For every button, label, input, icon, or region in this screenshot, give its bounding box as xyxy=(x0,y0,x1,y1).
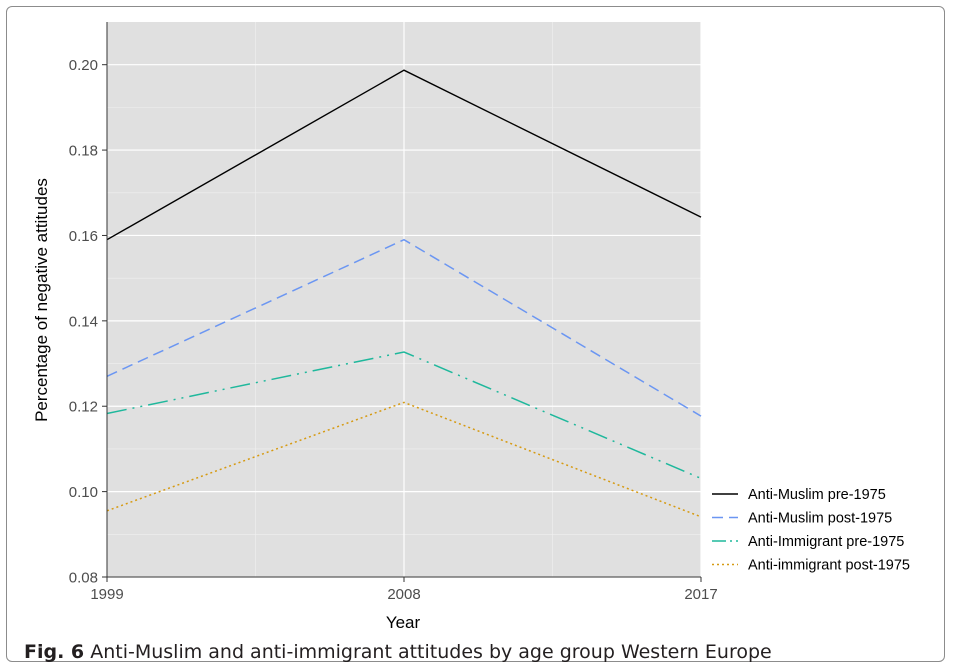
legend: Anti-Muslim pre-1975 Anti-Muslim post-197… xyxy=(712,487,910,574)
figure-frame xyxy=(6,6,945,662)
y-tick-label: 0.08 xyxy=(69,570,98,587)
y-tick-label: 0.10 xyxy=(69,484,98,501)
legend-label-2: Anti-Muslim post-1975 xyxy=(748,511,892,527)
caption-label: Fig. 6 xyxy=(24,641,85,663)
series-line-1 xyxy=(106,69,702,241)
y-tick-label: 0.18 xyxy=(69,143,98,160)
y-tick-label: 0.14 xyxy=(69,313,98,330)
caption-text: Anti-Muslim and anti-immigrant attitudes… xyxy=(90,641,772,663)
axes: 0.08 0.10 0.12 0.14 0.16 0.18 0.20 1999 2008 2017 xyxy=(69,22,718,603)
figure-caption: Fig. 6 Anti-Muslim and anti-immigrant at… xyxy=(24,641,772,663)
series-lines xyxy=(106,69,702,518)
x-tick-label: 2017 xyxy=(684,586,717,603)
series-line-3 xyxy=(106,351,702,480)
legend-label-1: Anti-Muslim pre-1975 xyxy=(748,487,886,503)
y-tick-label: 0.20 xyxy=(69,57,98,74)
legend-label-3: Anti-Immigrant pre-1975 xyxy=(748,534,904,550)
x-axis-label: Year xyxy=(386,613,421,632)
y-tick-label: 0.12 xyxy=(69,399,98,416)
x-tick-label: 1999 xyxy=(90,586,123,603)
y-tick-label: 0.16 xyxy=(69,228,98,245)
series-line-2 xyxy=(106,238,702,417)
x-tick-label: 2008 xyxy=(387,586,420,603)
legend-label-4: Anti-immigrant post-1975 xyxy=(748,558,910,574)
y-axis-label: Percentage of negative attitudes xyxy=(32,178,51,422)
series-line-4 xyxy=(106,401,702,518)
